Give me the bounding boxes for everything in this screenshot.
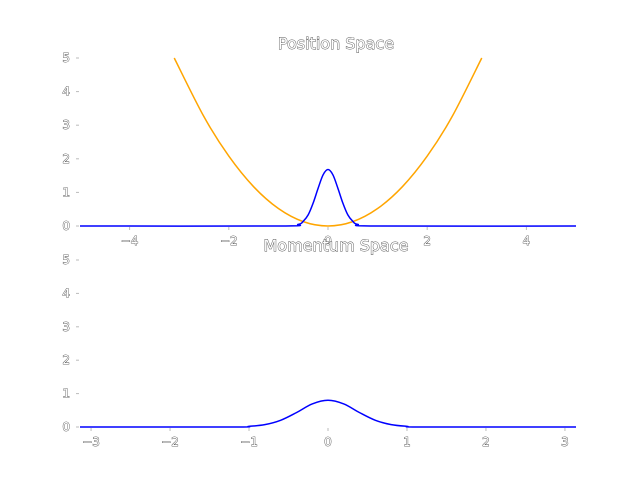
momentum-space-title: Momentum Space: [263, 236, 408, 255]
position-ytick-label: 3: [62, 118, 70, 132]
position-xtick-label: 0: [324, 234, 332, 248]
momentum-ytick-label: 2: [62, 353, 70, 367]
momentum-xtick-label: 1: [403, 435, 411, 449]
position-ytick-label: 4: [62, 85, 70, 99]
momentum-ytick-label: 3: [62, 320, 70, 334]
momentum-space-panel: Momentum Space 0 1 2 3 4 5 −3 −2 −1 0 1 2 3: [62, 236, 577, 449]
position-ytick-label: 1: [62, 185, 70, 199]
momentum-xtick-label: 3: [561, 435, 569, 449]
momentum-xtick-label: 2: [482, 435, 490, 449]
position-ytick-label: 0: [62, 219, 70, 233]
position-potential-line: [173, 57, 483, 227]
momentum-ytick-label: 1: [62, 387, 70, 401]
position-probability-density-line: [79, 168, 577, 227]
position-space-panel: Position Space 0 1 2 3 4 5 −4 −2 0 2 4: [62, 34, 577, 248]
position-xtick-label: 4: [523, 234, 531, 248]
momentum-probability-density-line: [79, 399, 577, 428]
momentum-xtick-label: 0: [324, 435, 332, 449]
position-space-title: Position Space: [278, 34, 394, 53]
momentum-xtick-label: −2: [161, 435, 179, 449]
momentum-xtick-label: −3: [82, 435, 100, 449]
position-ytick-label: 2: [62, 152, 70, 166]
position-xtick-label: 2: [423, 234, 431, 248]
momentum-ytick-label: 4: [62, 286, 70, 300]
momentum-ytick-label: 0: [62, 420, 70, 434]
position-xtick-label: −2: [220, 234, 238, 248]
position-xtick-label: −4: [121, 234, 139, 248]
momentum-ytick-label: 5: [62, 253, 70, 267]
momentum-xtick-label: −1: [240, 435, 258, 449]
position-ytick-label: 5: [62, 51, 70, 65]
